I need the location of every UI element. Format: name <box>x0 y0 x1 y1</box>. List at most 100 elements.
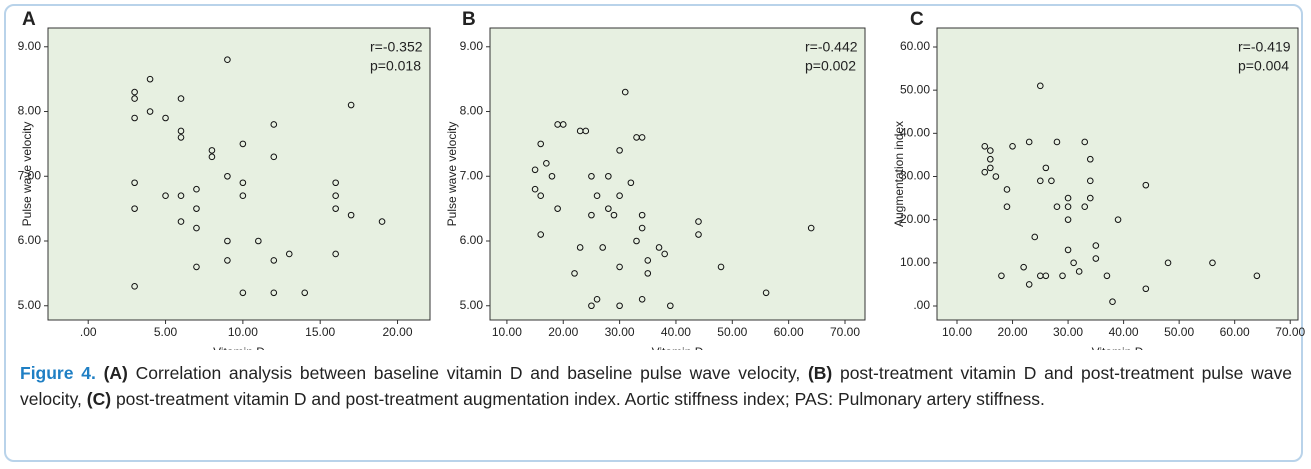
point <box>627 179 635 187</box>
point <box>1059 272 1066 280</box>
point <box>762 289 770 297</box>
x-tick-label: .00 <box>80 325 97 339</box>
point <box>177 218 185 225</box>
point <box>987 164 994 172</box>
x-tick-label: 30.00 <box>1053 325 1083 339</box>
point <box>588 211 595 219</box>
point <box>1164 259 1172 267</box>
x-tick-label: 15.00 <box>305 325 335 339</box>
point <box>255 237 262 245</box>
point <box>638 211 646 219</box>
point <box>332 179 339 187</box>
x-tick-label: 60.00 <box>774 325 804 339</box>
point <box>177 95 185 102</box>
caption-text: post-treatment vitamin D and post-treatm… <box>20 363 1292 409</box>
point <box>131 283 138 290</box>
y-tick-label: 40.00 <box>900 126 930 140</box>
point <box>1142 181 1150 189</box>
point <box>285 250 293 258</box>
point <box>531 185 539 193</box>
point <box>588 302 595 310</box>
y-tick-label: 60.00 <box>900 39 930 53</box>
point <box>616 302 623 310</box>
point <box>616 147 623 154</box>
point <box>193 224 200 232</box>
point <box>131 179 138 187</box>
point <box>1253 272 1261 280</box>
point <box>1114 216 1122 223</box>
point <box>717 263 725 271</box>
x-tick-label: 10.00 <box>228 325 258 339</box>
point <box>239 289 247 297</box>
point <box>537 231 545 238</box>
point <box>1103 272 1111 280</box>
point <box>1086 194 1094 202</box>
y-tick-label: 5.00 <box>18 298 42 312</box>
point <box>131 205 138 212</box>
x-tick-label: 20.00 <box>383 325 413 339</box>
y-tick-label: 8.00 <box>18 104 42 118</box>
point <box>605 172 612 180</box>
plot-area <box>489 27 866 321</box>
point <box>332 250 339 258</box>
charts: A 5.00 6.00 7.00 8.00 9.00 .00 5.00 10.00 15.00 20… <box>18 9 1306 350</box>
point <box>638 134 646 141</box>
point <box>1142 285 1150 293</box>
point <box>1064 194 1072 202</box>
point <box>576 244 584 251</box>
point <box>1037 82 1044 90</box>
x-tick-label: 50.00 <box>1164 325 1194 339</box>
panel-ref: (B) <box>807 363 833 383</box>
point <box>1209 259 1216 267</box>
caption-text: post-treatment vitamin D and post-treatm… <box>111 389 1045 409</box>
point <box>270 257 278 264</box>
caption-body: (A) Correlation analysis between baselin… <box>20 363 1292 409</box>
point <box>239 192 247 199</box>
point <box>981 168 989 176</box>
y-tick-label: 9.00 <box>460 39 484 53</box>
y-tick-label: 6.00 <box>460 233 484 247</box>
point <box>1003 203 1011 211</box>
point <box>1081 203 1089 211</box>
x-axis-label: Vitamin D <box>213 345 265 350</box>
point <box>208 153 216 161</box>
point <box>378 218 386 225</box>
caption-text: Correlation analysis between baseline vi… <box>127 363 808 383</box>
x-tick-label: 10.00 <box>492 325 522 339</box>
point <box>638 295 646 303</box>
point <box>537 192 545 199</box>
annotation: r=-0.442 <box>805 39 858 55</box>
point <box>1075 268 1083 275</box>
point <box>593 192 601 199</box>
point <box>270 153 278 161</box>
panel-ref: (C) <box>86 389 112 409</box>
point <box>1070 259 1077 267</box>
plot-area <box>47 27 431 321</box>
figure-label: Figure 4. <box>20 363 96 383</box>
point <box>610 211 618 219</box>
point <box>807 224 815 232</box>
panel-letter: A <box>22 9 36 30</box>
point <box>571 270 578 277</box>
y-tick-label: 7.00 <box>18 168 42 182</box>
point <box>332 205 339 212</box>
point <box>162 114 169 122</box>
point <box>1020 263 1027 271</box>
point <box>332 192 339 199</box>
point <box>981 142 989 150</box>
y-axis-label: Pulse wave velocity <box>445 122 459 227</box>
x-tick-label: 20.00 <box>998 325 1028 339</box>
y-axis-label: Augmentation index <box>892 121 906 227</box>
point <box>131 95 138 102</box>
point <box>1092 242 1100 249</box>
point <box>177 192 185 199</box>
y-tick-label: 30.00 <box>900 169 930 183</box>
point <box>270 121 278 128</box>
point <box>239 179 247 187</box>
point <box>1086 155 1094 163</box>
point <box>1031 233 1039 241</box>
point <box>1092 255 1100 262</box>
point <box>1109 298 1116 305</box>
y-tick-label: 6.00 <box>18 233 42 247</box>
